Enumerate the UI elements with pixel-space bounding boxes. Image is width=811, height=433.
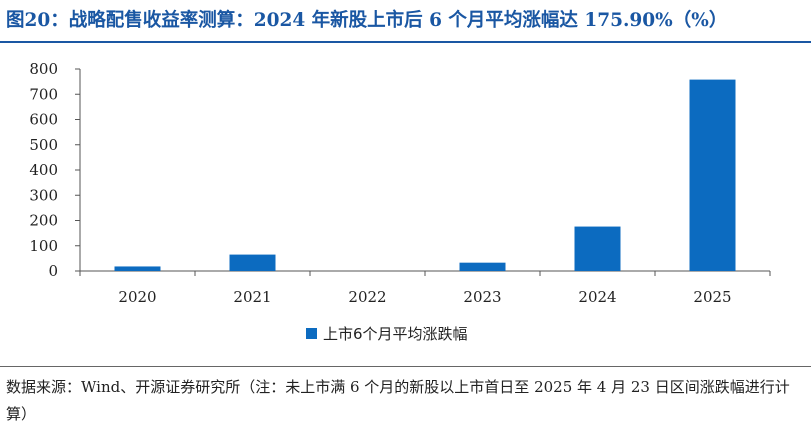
y-tick-label: 0 xyxy=(48,262,58,280)
chart-title: 图20：战略配售收益率测算：2024 年新股上市后 6 个月平均涨幅达 175.… xyxy=(6,10,728,31)
legend: 上市6个月平均涨跌幅 xyxy=(306,323,468,344)
x-tick-label: 2021 xyxy=(233,288,271,306)
bar-2020 xyxy=(114,266,161,271)
bar-2024 xyxy=(574,226,621,271)
legend-swatch xyxy=(306,328,317,339)
x-tick-label: 2024 xyxy=(578,288,616,306)
x-tick-label: 2020 xyxy=(118,288,156,306)
bar-2023 xyxy=(459,262,506,271)
y-tick-label: 500 xyxy=(29,136,58,154)
y-tick-label: 300 xyxy=(29,186,58,204)
y-tick-label: 400 xyxy=(29,161,58,179)
source-rule xyxy=(0,366,811,367)
y-tick-label: 100 xyxy=(29,237,58,255)
legend-label: 上市6个月平均涨跌幅 xyxy=(323,325,468,343)
y-tick-label: 600 xyxy=(29,111,58,129)
y-tick-label: 200 xyxy=(29,212,58,230)
title-rule xyxy=(0,41,811,43)
bar-2025 xyxy=(689,79,736,271)
bar-chart: 0 100 200 300 400 500 600 700 800 2020 2021 2022 202… xyxy=(29,60,771,306)
x-tick-label: 2023 xyxy=(463,288,501,306)
y-tick-label: 700 xyxy=(29,85,58,103)
x-tick-label: 2022 xyxy=(348,288,386,306)
bar-2021 xyxy=(229,254,276,271)
y-tick-label: 800 xyxy=(29,60,58,78)
x-tick-label: 2025 xyxy=(693,288,731,306)
source-note: 数据来源：Wind、开源证券研究所（注：未上市满 6 个月的新股以上市首日至 2… xyxy=(6,378,790,423)
